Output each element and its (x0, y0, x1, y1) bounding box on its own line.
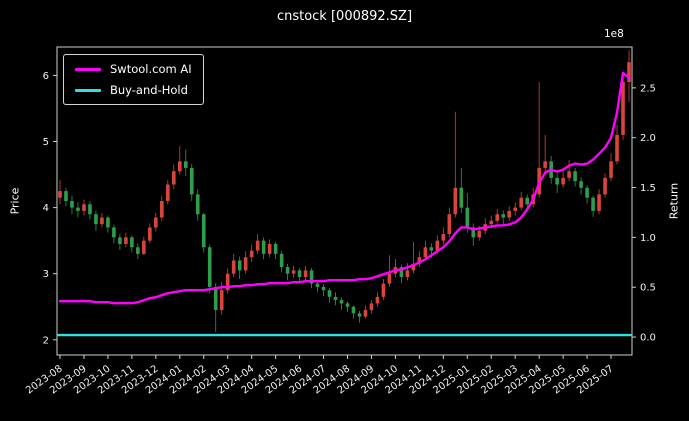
legend-label-swtool-ai: Swtool.com AI (110, 62, 192, 76)
legend-item-swtool-ai: Swtool.com AI (75, 62, 192, 76)
svg-text:2: 2 (43, 335, 49, 346)
svg-text:3: 3 (43, 269, 49, 280)
svg-text:1.5: 1.5 (640, 183, 656, 194)
svg-text:2.5: 2.5 (640, 83, 656, 94)
chart-title: cnstock [000892.SZ] (276, 9, 413, 24)
svg-text:5: 5 (43, 137, 49, 148)
svg-text:4: 4 (43, 203, 49, 214)
svg-text:0.5: 0.5 (640, 283, 656, 294)
svg-text:2.0: 2.0 (640, 133, 656, 144)
svg-text:0.0: 0.0 (640, 333, 656, 344)
svg-text:6: 6 (43, 71, 49, 82)
legend-label-buy-and-hold: Buy-and-Hold (110, 83, 188, 97)
y-axis-label-return: Return (667, 182, 681, 220)
legend-line-swatch-buy-and-hold (75, 88, 101, 92)
legend: Swtool.com AI Buy-and-Hold (63, 54, 204, 105)
right-axis-offset-label: 1e8 (604, 28, 624, 40)
legend-item-buy-and-hold: Buy-and-Hold (75, 83, 192, 97)
legend-line-swatch-swtool-ai (75, 67, 101, 71)
svg-text:1.0: 1.0 (640, 233, 656, 244)
y-axis-label-price: Price (8, 187, 22, 215)
